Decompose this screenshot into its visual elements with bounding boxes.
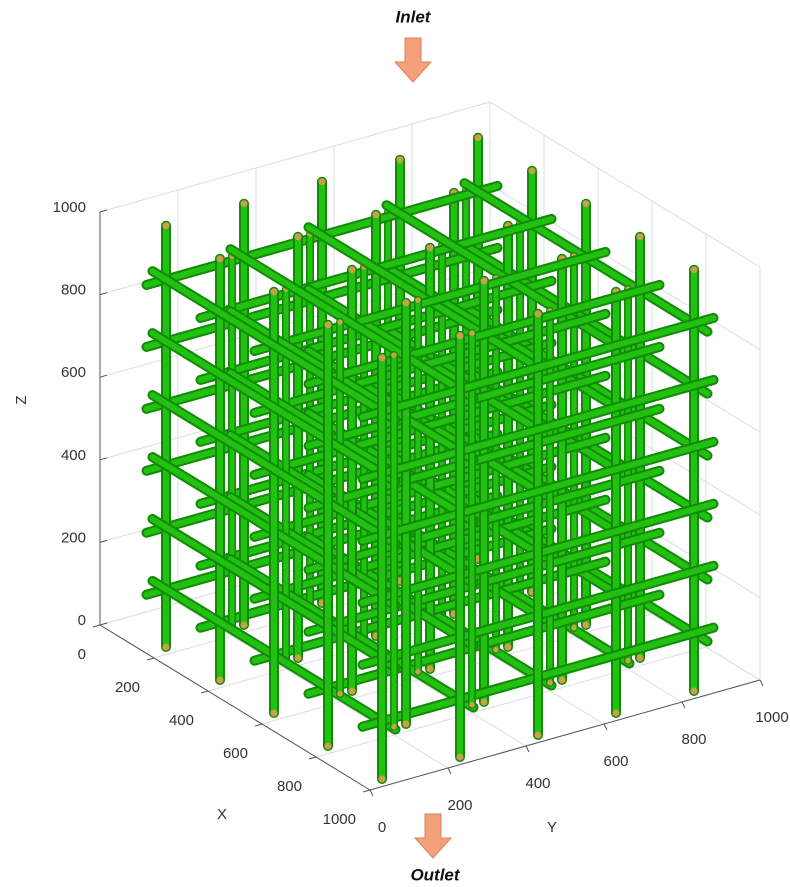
pipe-end [391,352,397,358]
pipe-end [691,688,698,695]
pipe-end [637,233,644,240]
pipe-end [397,156,404,163]
pipe-end [337,319,343,325]
y-tick-label: 1000 [755,709,788,726]
pipe-end [295,655,302,662]
x-tick-label: 400 [169,712,194,729]
y-tick-label: 800 [681,731,706,748]
pipe-end [403,299,410,306]
pipe-end [349,688,356,695]
pipe-end [427,244,434,251]
pipe-end [469,702,475,708]
pipe-end [691,266,698,273]
pipe-end [217,255,224,262]
z-tick-label: 0 [78,612,86,629]
pipe-end [457,332,464,339]
pipe-end [427,666,434,673]
pipe-end [559,677,566,684]
x-tick-label: 200 [115,679,140,696]
x-tick [201,691,208,693]
y-tick [370,790,373,796]
x-tick [147,658,154,660]
pipe-end [625,658,631,664]
y-tick [526,746,529,752]
pipe-end [271,710,278,717]
pipe-end [271,288,278,295]
z-tick-label: 1000 [53,199,86,216]
pipe-end [349,266,356,273]
pipe-end [163,222,170,229]
y-tick-label: 200 [447,797,472,814]
pipe-end [583,622,590,629]
z-tick-label: 200 [61,529,86,546]
pipe-end [469,330,475,336]
y-tick [448,768,451,774]
z-tick [100,210,107,212]
pipe-end [325,321,332,328]
pipe-end [373,211,380,218]
z-tick [100,458,107,460]
z-tick [100,623,107,625]
pipe-end [295,233,302,240]
pipe-end [241,622,248,629]
pipe-end [241,200,248,207]
x-tick-label: 0 [78,646,86,663]
pipe-end [457,754,464,761]
pipe-end [637,655,644,662]
z-tick [100,375,107,377]
z-tick-label: 400 [61,447,86,464]
x-tick-label: 800 [277,778,302,795]
y-tick-label: 0 [378,819,386,836]
inlet-arrow [395,38,431,82]
pipe-end [481,277,488,284]
pipe-end [535,310,542,317]
x-axis-label: X [217,806,227,823]
y-tick [604,724,607,730]
pipe-end [505,644,512,651]
y-axis-label: Y [547,819,557,836]
y-tick-label: 400 [525,775,550,792]
pipe-end [547,680,553,686]
y-tick [760,680,763,686]
z-axis-label: Z [13,395,30,404]
pipe-end [475,134,482,141]
y-tick [682,702,685,708]
chart: Inlet Outlet Z X Y 0 200 400 600 800 1000 0 200… [0,0,790,887]
outlet-arrow [415,814,451,858]
z-tick [100,540,107,542]
z-tick [100,293,107,295]
pipe-end [217,677,224,684]
x-tick-label: 1000 [323,811,356,828]
grid-line [100,102,490,212]
pipe-end [613,710,620,717]
outlet-label: Outlet [410,865,460,884]
x-tick [309,757,316,759]
pipe-end [529,167,536,174]
pipe-end [379,354,386,361]
x-tick [93,625,100,627]
z-tick-label: 800 [61,282,86,299]
pipe-end [379,776,386,783]
pipe-end [319,178,326,185]
pipe-end [391,724,397,730]
pipe-end [337,691,343,697]
pipe-end [163,644,170,651]
pipe-end [403,721,410,728]
plot-area [93,102,763,796]
pipe-end [583,200,590,207]
x-tick [363,790,370,792]
x-tick [255,724,262,726]
pipe-end [415,669,421,675]
pipe-end [481,699,488,706]
pipe-end [535,732,542,739]
pipe-end [571,625,577,631]
pipe-end [493,647,499,653]
z-tick-label: 600 [61,364,86,381]
inlet-label: Inlet [396,7,432,26]
y-tick-label: 600 [603,753,628,770]
x-tick-label: 600 [223,745,248,762]
pipe-end [415,297,421,303]
pipe-end [325,743,332,750]
